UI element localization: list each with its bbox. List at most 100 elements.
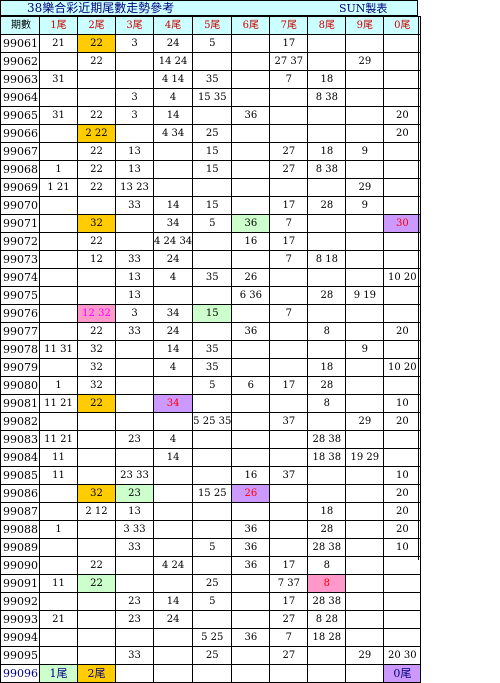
- tail-cell: 23: [115, 430, 154, 449]
- header-tail-4: 4尾: [152, 16, 194, 35]
- tail-cell: [231, 142, 271, 161]
- tail-cell: 29: [345, 52, 385, 71]
- tail-cell: 32: [77, 484, 116, 503]
- table-row: 99072 22 4 24 34 16 17: [0, 232, 422, 251]
- tail-cell: 15: [192, 196, 233, 215]
- tail-cell: [152, 142, 194, 161]
- header-tail-10: 0尾: [383, 16, 422, 35]
- tail-cell: 24: [152, 250, 194, 269]
- tail-cell: [39, 646, 78, 665]
- tail-cell: 15 25: [192, 484, 233, 503]
- tail-cell: 33: [115, 322, 154, 341]
- tail-cell: 28 38: [307, 430, 347, 449]
- tail-cell: 37: [269, 466, 309, 485]
- tail-cell: 8: [307, 322, 347, 341]
- tail-cell: [152, 160, 194, 179]
- tail-cell: 28: [307, 376, 347, 395]
- tail-cell: [345, 160, 385, 179]
- tail-cell: [269, 286, 309, 305]
- tail-cell: [115, 394, 154, 413]
- tail-cell: [383, 556, 422, 575]
- tail-cell: 4 24 34: [152, 232, 194, 251]
- tail-cell: 28: [307, 196, 347, 215]
- tail-cell: [192, 394, 233, 413]
- tail-cell: 17: [269, 556, 309, 575]
- header-tail-7: 7尾: [269, 16, 309, 35]
- tail-cell: [231, 358, 271, 377]
- sheet-right-border: [418, 16, 419, 560]
- tail-cell: [115, 340, 154, 359]
- sheet-author: SUN製表: [339, 2, 388, 15]
- period-cell: 99086: [0, 484, 40, 503]
- header-row: 期數 1尾 2尾 3尾 4尾 5尾 6尾 7尾 8尾 9尾 0尾: [0, 16, 422, 35]
- tail-cell: [231, 124, 271, 143]
- tail-cell: [269, 88, 309, 107]
- table-row: 99087 2 12 13 18 20: [0, 502, 422, 521]
- tail-cell: [77, 286, 116, 305]
- tail-cell: [77, 412, 116, 431]
- tail-cell: [77, 646, 116, 665]
- period-cell: 99079: [0, 358, 40, 377]
- tail-cell: 1 21: [39, 178, 78, 197]
- period-cell: 99087: [0, 502, 40, 521]
- tail-cell: 10: [383, 394, 422, 413]
- tail-cell: [192, 448, 233, 467]
- spreadsheet-sheet: 38樂合彩近期尾數走勢參考 SUN製表 期數 1尾 2尾 3尾 4尾 5尾 6尾 7尾 8尾 9尾…: [0, 0, 422, 683]
- tail-cell: [383, 178, 422, 197]
- tail-cell: 36: [231, 106, 271, 125]
- period-cell: 99073: [0, 250, 40, 269]
- tail-cell: [152, 376, 194, 395]
- tail-cell: [77, 268, 116, 287]
- tail-cell: 18 28: [307, 628, 347, 647]
- tail-cell: 32: [77, 358, 116, 377]
- tail-cell: 14: [152, 340, 194, 359]
- tail-cell: [231, 592, 271, 611]
- tail-cell: 22: [77, 106, 116, 125]
- tail-cell: [192, 286, 233, 305]
- tail-cell: 17: [269, 34, 309, 53]
- tail-cell: [345, 394, 385, 413]
- tail-cell: 4: [152, 358, 194, 377]
- tail-cell: [383, 70, 422, 89]
- table-row: 99092 23 14 5 17 28 38: [0, 592, 422, 611]
- tail-cell: [345, 250, 385, 269]
- tail-cell: 9 19: [345, 286, 385, 305]
- table-row: 99066 2 22 4 34 25 20: [0, 124, 422, 143]
- header-period: 期數: [0, 16, 40, 35]
- tail-cell: [345, 358, 385, 377]
- tail-cell: 12 32: [77, 304, 116, 323]
- tail-cell: 29: [345, 178, 385, 197]
- tail-cell: 11: [39, 466, 78, 485]
- period-cell: 99092: [0, 592, 40, 611]
- tail-cell: [39, 412, 78, 431]
- tail-cell: 17: [269, 232, 309, 251]
- tail-cell: [152, 286, 194, 305]
- tail-cell: 25: [192, 124, 233, 143]
- tail-cell: [345, 574, 385, 593]
- tail-cell: 8: [307, 574, 347, 593]
- tail-cell: [231, 304, 271, 323]
- tail-cell: 14: [152, 448, 194, 467]
- period-cell: 99063: [0, 70, 40, 89]
- tail-cell: [192, 502, 233, 521]
- tail-cell: [269, 394, 309, 413]
- tail-cell: 6 36: [231, 286, 271, 305]
- tail-cell: 1: [39, 376, 78, 395]
- tail-cell: 27: [269, 610, 309, 629]
- tail-cell: [39, 502, 78, 521]
- period-cell: 99090: [0, 556, 40, 575]
- tail-cell: 35: [192, 358, 233, 377]
- forecast-cell: [192, 664, 233, 683]
- tail-cell: 20 30: [383, 646, 422, 665]
- table-row: 99067 22 13 15 27 18 9: [0, 142, 422, 161]
- tail-cell: [192, 520, 233, 539]
- tail-cell: [39, 142, 78, 161]
- header-tail-2: 2尾: [77, 16, 116, 35]
- sheet-title: 38樂合彩近期尾數走勢參考: [27, 1, 175, 15]
- tail-cell: [307, 106, 347, 125]
- tail-cell: 5 25 35: [192, 412, 233, 431]
- tail-cell: 36: [231, 556, 271, 575]
- tail-cell: [307, 124, 347, 143]
- tail-cell: [115, 628, 154, 647]
- tail-cell: [152, 646, 194, 665]
